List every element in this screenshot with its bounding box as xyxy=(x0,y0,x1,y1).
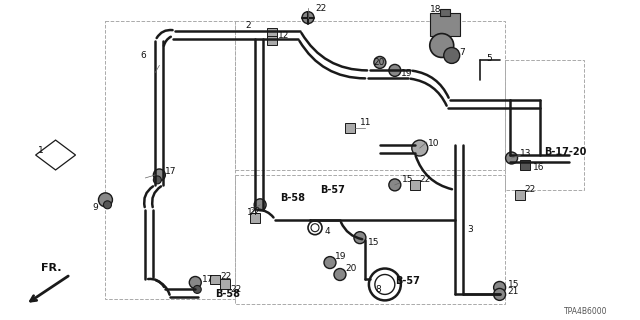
Text: 13: 13 xyxy=(520,148,531,157)
Text: 22: 22 xyxy=(220,272,232,281)
Text: 3: 3 xyxy=(468,225,474,234)
Text: 4: 4 xyxy=(325,227,331,236)
Circle shape xyxy=(104,201,111,209)
Circle shape xyxy=(389,179,401,191)
Text: 21: 21 xyxy=(508,287,519,296)
Circle shape xyxy=(193,285,201,293)
Text: B-17-20: B-17-20 xyxy=(545,147,587,157)
Circle shape xyxy=(99,193,113,207)
Text: 11: 11 xyxy=(360,118,371,127)
Text: 6: 6 xyxy=(140,51,146,60)
Text: 10: 10 xyxy=(428,139,439,148)
Circle shape xyxy=(302,12,314,24)
Text: 18: 18 xyxy=(430,5,441,14)
Text: B-57: B-57 xyxy=(320,185,345,195)
Circle shape xyxy=(324,257,336,268)
Text: 2: 2 xyxy=(245,21,251,30)
Text: 19: 19 xyxy=(401,69,412,78)
Text: 22: 22 xyxy=(420,175,431,184)
Text: B-58: B-58 xyxy=(215,289,240,300)
Text: 19: 19 xyxy=(335,252,346,261)
Bar xyxy=(520,160,529,170)
Text: 20: 20 xyxy=(374,58,385,67)
Bar xyxy=(210,275,220,284)
Bar xyxy=(235,20,504,170)
Bar xyxy=(267,36,277,45)
Bar xyxy=(430,13,460,36)
Circle shape xyxy=(374,56,386,68)
Bar xyxy=(235,175,504,304)
Text: 22: 22 xyxy=(525,185,536,194)
Circle shape xyxy=(154,176,161,184)
Text: 9: 9 xyxy=(93,203,99,212)
Circle shape xyxy=(189,276,201,288)
Text: 5: 5 xyxy=(486,54,492,63)
Text: 22: 22 xyxy=(249,207,260,216)
Text: FR.: FR. xyxy=(40,262,61,273)
Circle shape xyxy=(493,288,506,300)
Circle shape xyxy=(254,199,266,211)
Bar xyxy=(267,28,277,37)
Circle shape xyxy=(430,34,454,58)
Bar xyxy=(504,60,584,190)
Bar xyxy=(440,9,450,16)
Text: 15: 15 xyxy=(508,280,519,289)
Circle shape xyxy=(506,152,518,164)
Text: 22: 22 xyxy=(230,285,241,294)
Text: 20: 20 xyxy=(345,264,356,273)
Text: 22: 22 xyxy=(315,4,326,13)
Text: 15: 15 xyxy=(368,238,380,247)
Text: TPA4B6000: TPA4B6000 xyxy=(564,307,608,316)
Text: B-58: B-58 xyxy=(280,193,305,203)
Text: B-57: B-57 xyxy=(395,276,420,286)
Text: 17: 17 xyxy=(202,275,214,284)
Circle shape xyxy=(412,140,428,156)
Circle shape xyxy=(354,232,366,244)
Bar xyxy=(106,20,235,300)
Text: 15: 15 xyxy=(402,175,413,184)
Text: 12: 12 xyxy=(278,31,289,40)
Bar xyxy=(345,123,355,133)
Text: 14: 14 xyxy=(247,208,258,217)
Text: 8: 8 xyxy=(375,285,381,294)
Text: 16: 16 xyxy=(532,164,544,172)
Bar xyxy=(250,213,260,223)
Bar xyxy=(220,279,230,289)
Text: 7: 7 xyxy=(460,48,465,57)
Circle shape xyxy=(493,282,506,293)
Bar xyxy=(410,180,420,190)
Circle shape xyxy=(444,47,460,63)
Circle shape xyxy=(389,64,401,76)
Text: 17: 17 xyxy=(165,167,177,176)
Circle shape xyxy=(154,169,165,181)
Bar xyxy=(515,190,525,200)
Text: 1: 1 xyxy=(38,146,44,155)
Circle shape xyxy=(334,268,346,280)
